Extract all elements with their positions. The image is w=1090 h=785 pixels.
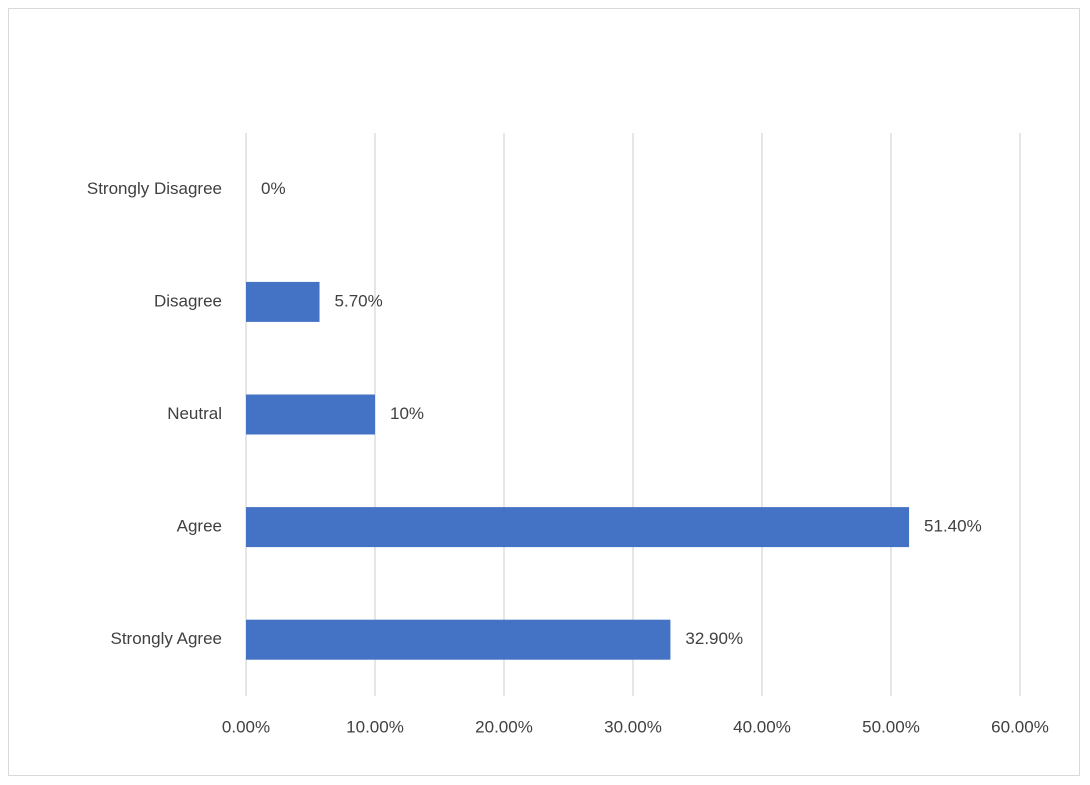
data-label: 51.40% bbox=[924, 517, 982, 536]
x-tick-label: 50.00% bbox=[862, 717, 920, 736]
data-label: 10% bbox=[390, 404, 424, 423]
chart-frame bbox=[8, 8, 1080, 776]
y-tick-label: Strongly Agree bbox=[110, 629, 222, 648]
y-tick-label: Agree bbox=[177, 517, 222, 536]
x-tick-label: 10.00% bbox=[346, 717, 404, 736]
y-tick-label: Neutral bbox=[167, 404, 222, 423]
bar bbox=[246, 281, 320, 322]
x-tick-label: 30.00% bbox=[604, 717, 662, 736]
x-tick-label: 0.00% bbox=[222, 717, 270, 736]
bar bbox=[246, 507, 910, 548]
data-label: 32.90% bbox=[685, 629, 743, 648]
x-tick-label: 60.00% bbox=[991, 717, 1049, 736]
bar bbox=[246, 394, 375, 435]
data-label: 0% bbox=[261, 179, 286, 198]
x-tick-label: 40.00% bbox=[733, 717, 791, 736]
y-tick-label: Disagree bbox=[154, 291, 222, 310]
bar bbox=[246, 619, 671, 660]
data-label: 5.70% bbox=[335, 291, 383, 310]
x-tick-label: 20.00% bbox=[475, 717, 533, 736]
y-tick-label: Strongly Disagree bbox=[87, 179, 222, 198]
